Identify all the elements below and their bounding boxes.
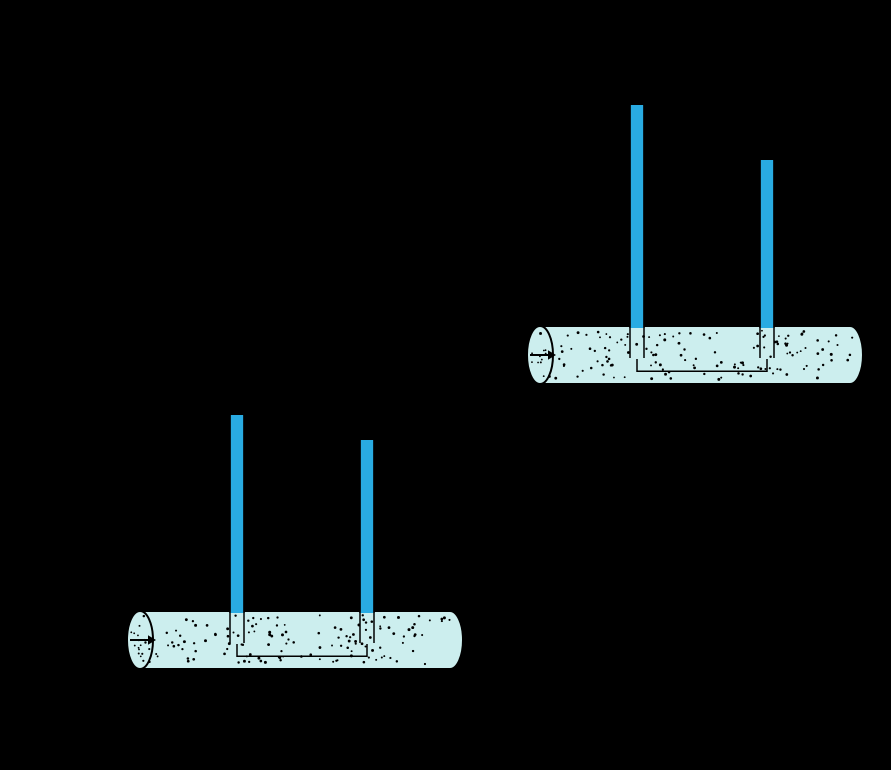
riser-tube-fill-1 bbox=[231, 415, 244, 613]
height-label: h=25 bbox=[170, 396, 199, 411]
height-label: h=60 bbox=[570, 86, 599, 101]
pipe-body bbox=[527, 326, 863, 384]
pipe-assembly: h=60 bbox=[527, 86, 863, 384]
diagram-stage: h=25 h=60 bbox=[0, 0, 891, 770]
riser-tube-fill-2 bbox=[361, 440, 374, 613]
pipe-body bbox=[127, 611, 463, 669]
pipe-assembly: h=25 bbox=[127, 396, 463, 669]
riser-tube-fill-1 bbox=[631, 105, 644, 328]
riser-tube-fill-2 bbox=[761, 160, 774, 328]
